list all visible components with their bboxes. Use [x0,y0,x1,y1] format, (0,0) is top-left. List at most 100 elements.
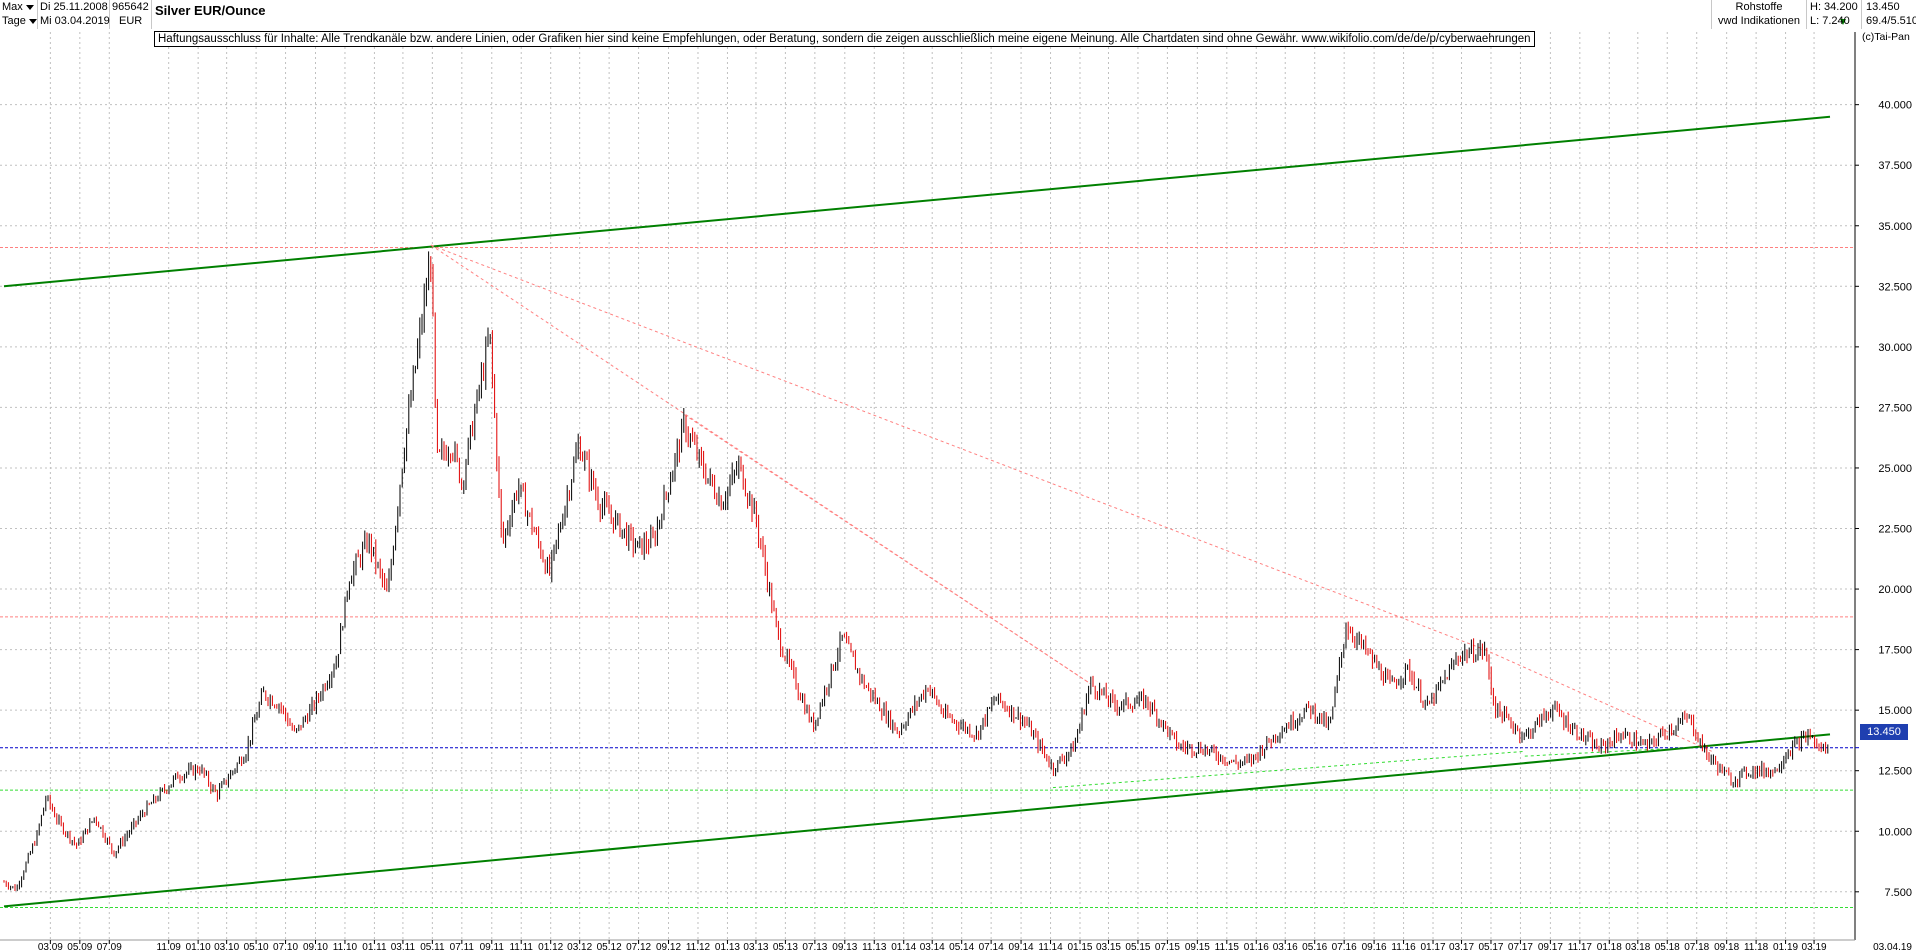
x-tick-label: 05.16 [1302,942,1327,952]
y-tick-label: 40.000 [1878,100,1912,112]
period-selector[interactable]: Max Tage [0,0,38,29]
x-tick-label: 01.14 [891,942,916,952]
x-tick-label: 05.10 [244,942,269,952]
x-tick-label: 11.16 [1391,942,1416,952]
y-tick-label: 15.000 [1878,705,1912,717]
x-tick-label: 07.10 [273,942,298,952]
x-tick-label: 03.12 [567,942,592,952]
source-label: vwd Indikationen [1718,15,1800,27]
x-tick-label: 05.11 [420,942,445,952]
x-tick-label: 11.15 [1215,942,1240,952]
date-range: Di 25.11.2008 Mi 03.04.2019 [38,0,110,29]
date-from: Di 25.11.2008 [40,1,108,13]
x-tick-label: 03.17 [1449,942,1474,952]
x-tick-label: 03.16 [1273,942,1298,952]
high-low-info: H: 34.200 L: 7.240 [1807,0,1862,29]
x-tick-label: 07.16 [1332,942,1357,952]
y-tick-label: 27.500 [1878,402,1912,414]
trend-line [3,733,1831,908]
x-tick-label: 09.10 [303,942,328,952]
x-tick-label: 11.13 [862,942,887,952]
x-tick-label: 11.14 [1038,942,1063,952]
trend-line [1052,750,1525,789]
x-tick-label: 09.12 [656,942,681,952]
scale-info: 69.4/5.510 [1866,15,1916,27]
x-tick-label: 05.18 [1655,942,1680,952]
instrument-info: 965642 EUR [110,0,152,29]
y-tick-label: 25.000 [1878,463,1912,475]
x-tick-label: 01.13 [715,942,740,952]
y-tick-label: 12.500 [1878,766,1912,778]
x-tick-label: 03.18 [1625,942,1650,952]
current-price-badge: 13.450 [1860,724,1908,740]
currency-label: EUR [119,15,143,27]
x-tick-label: 07.11 [450,942,475,952]
x-tick-label: 11.17 [1568,942,1593,952]
y-tick-label: 37.500 [1878,160,1912,172]
x-tick-label: 11.18 [1744,942,1769,952]
x-tick-label: 03.14 [920,942,945,952]
copyright-label: (c)Tai-Pan [1862,31,1910,43]
high-value: H: 34.200 [1810,1,1858,13]
category-label: Rohstoffe [1735,1,1783,13]
x-tick-label: 03.15 [1096,942,1121,952]
x-tick-label: 01.19 [1773,942,1798,952]
x-tick-label: 07.17 [1508,942,1533,952]
x-tick-label: 07.09 [97,942,122,952]
x-tick-label: 05.09 [67,942,92,952]
x-tick-label: 09.14 [1009,942,1034,952]
x-tick-label: 09.11 [480,942,505,952]
x-tick-label: 03.19 [1802,942,1827,952]
instrument-id: 965642 [112,1,149,13]
x-tick-label: 03.10 [214,942,239,952]
x-tick-label: 03.11 [391,942,416,952]
disclaimer-box: Haftungsausschluss für Inhalte: Alle Tre… [154,31,1535,47]
x-tick-label: 01.12 [538,942,563,952]
x-tick-label: 05.12 [597,942,622,952]
x-tick-label: 01.10 [186,942,211,952]
axes: 7.500 10.000 12.500 15.000 17.500 20.000 22.50… [0,19,1912,952]
y-tick-label: 7.500 [1884,887,1912,899]
x-tick-label: 05.15 [1125,942,1150,952]
x-tick-label: 05.13 [773,942,798,952]
date-to: Mi 03.04.2019 [40,15,110,27]
x-tick-label: 11.10 [333,942,358,952]
trend-line [3,115,1831,288]
source-info: Rohstoffe vwd Indikationen [1711,0,1807,29]
x-tick-label: 09.13 [832,942,857,952]
x-tick-label: 05.17 [1478,942,1503,952]
x-tick-label: 11.09 [157,942,182,952]
x-tick-label: 05.14 [949,942,974,952]
period-dropdown[interactable]: Max [2,1,34,14]
x-tick-label: 01.18 [1597,942,1622,952]
x-tick-label: 01.15 [1067,942,1092,952]
chart-title: Silver EUR/Ounce [155,3,266,18]
x-tick-label: 07.18 [1684,942,1709,952]
interval-label: Tage [2,15,26,27]
last-price: 13.450 [1866,1,1900,13]
x-tick-label: 07.14 [979,942,1004,952]
x-tick-label: 01.16 [1244,942,1269,952]
y-tick-label: 32.500 [1878,281,1912,293]
x-tick-label: 11.11 [509,942,533,952]
horizontal-levels [0,247,1855,909]
x-tick-label: 03.13 [743,942,768,952]
grid [0,32,1855,940]
x-tick-label: 09.18 [1714,942,1739,952]
y-tick-label: 20.000 [1878,584,1912,596]
x-tick-label: 09.16 [1362,942,1387,952]
low-value: L: 7.240 [1810,15,1850,27]
trend-line [430,244,1485,651]
trend-line [1524,748,1662,757]
x-tick-label: 09.15 [1185,942,1210,952]
y-tick-label: 22.500 [1878,524,1912,536]
chevron-down-icon [25,4,34,10]
y-tick-label: 30.000 [1878,342,1912,354]
x-last-date-label: 03.04.19 [1873,942,1912,952]
y-tick-label: 10.000 [1878,826,1912,838]
interval-dropdown[interactable]: Tage [2,15,37,28]
x-tick-label: 07.12 [626,942,651,952]
x-tick-label: 01.11 [362,942,387,952]
chevron-down-icon [28,18,37,24]
